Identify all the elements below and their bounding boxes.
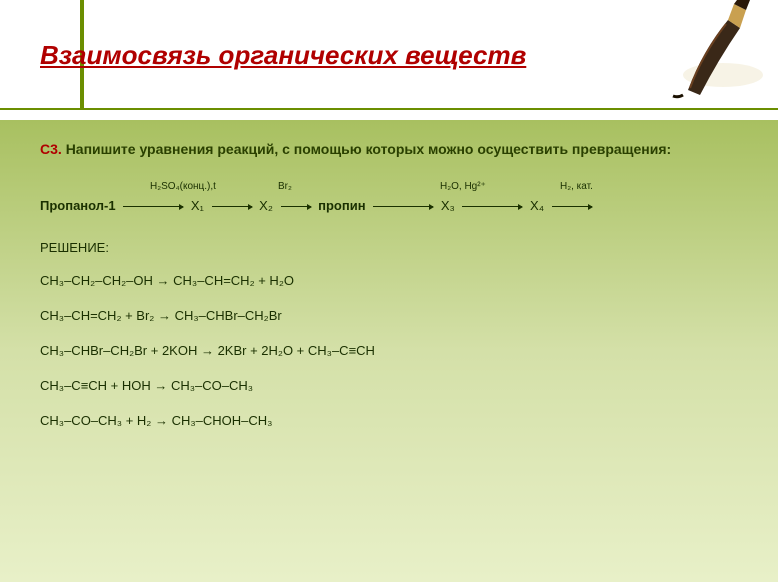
task-text: С3. Напишите уравнения реакций, с помощь… bbox=[40, 140, 738, 160]
equation-5: CH₃–CO–CH₃ + H₂ → CH₃–CHOH–CH₃ bbox=[40, 413, 738, 428]
scheme-x1: X₁ bbox=[191, 198, 204, 213]
equation-3: CH₃–CHBr–CH₂Br + 2KOH → 2KBr + 2H₂O + CH… bbox=[40, 343, 738, 358]
header-bar: Взаимосвязь органических веществ bbox=[0, 0, 778, 110]
content-area: С3. Напишите уравнения реакций, с помощь… bbox=[0, 120, 778, 582]
arrow-icon bbox=[462, 206, 522, 207]
arrow-icon bbox=[123, 206, 183, 207]
scheme-main: Пропанол-1 X₁ X₂ пропин X₃ X₄ bbox=[40, 194, 596, 217]
task-label: С3. bbox=[40, 141, 62, 157]
scheme-x2: X₂ bbox=[259, 198, 273, 213]
arrow-icon bbox=[281, 206, 311, 207]
arrow-icon bbox=[373, 206, 433, 207]
reaction-scheme: H₂SO₄(конц.),t Br₂ H₂O, Hg²⁺ H₂, кат. Пр… bbox=[40, 178, 738, 218]
solution-label: РЕШЕНИЕ: bbox=[40, 240, 738, 255]
pen-icon bbox=[628, 0, 768, 110]
scheme-x3: X₃ bbox=[441, 198, 455, 213]
arrow-icon bbox=[212, 206, 252, 207]
scheme-x4: X₄ bbox=[530, 198, 544, 213]
equation-4: CH₃–C≡CH + HOH → CH₃–CO–CH₃ bbox=[40, 378, 738, 393]
arrow-icon bbox=[552, 206, 592, 207]
equation-2: CH₃–CH=CH₂ + Br₂ → CH₃–CHBr–CH₂Br bbox=[40, 308, 738, 323]
scheme-mid: пропин bbox=[318, 198, 365, 213]
task-body: Напишите уравнения реакций, с помощью ко… bbox=[66, 141, 671, 157]
scheme-start: Пропанол-1 bbox=[40, 198, 116, 213]
equation-1: CH₃–CH₂–CH₂–OH → CH₃–CH=CH₂ + H₂O bbox=[40, 273, 738, 288]
page-title: Взаимосвязь органических веществ bbox=[40, 40, 526, 71]
